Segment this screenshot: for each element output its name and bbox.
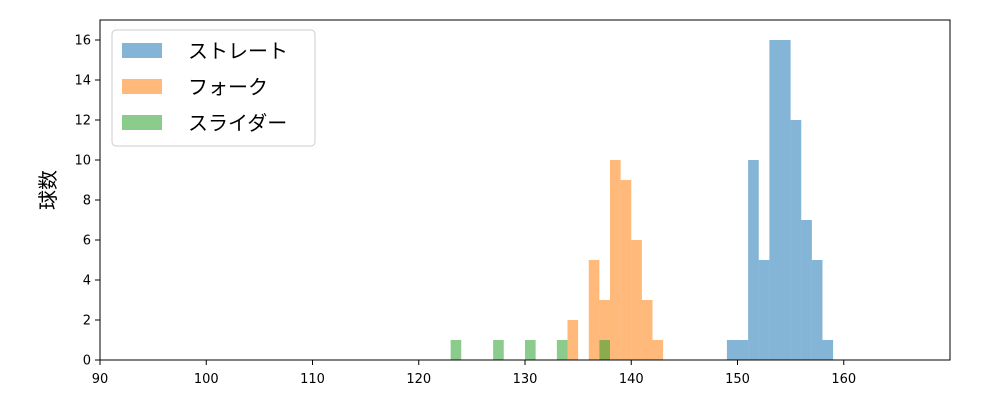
legend-swatch-1 — [122, 43, 162, 58]
y-tick-label: 0 — [83, 354, 91, 369]
y-tick-label: 6 — [83, 234, 91, 249]
x-axis: 90 100 110 120 130 140 150 160 — [92, 360, 856, 387]
x-tick-label: 90 — [92, 372, 109, 387]
x-tick-label: 110 — [300, 372, 325, 387]
y-tick-label: 2 — [83, 314, 91, 329]
y-tick-label: 10 — [74, 154, 91, 169]
bar-1-9 — [811, 260, 823, 360]
y-tick-label: 4 — [83, 274, 91, 289]
x-tick-label: 130 — [513, 372, 538, 387]
legend-label-2: フォーク — [188, 75, 268, 99]
y-tick-label: 14 — [74, 74, 91, 89]
x-tick-label: 160 — [831, 372, 856, 387]
bar-2-1 — [567, 320, 579, 360]
bar-1-1 — [726, 340, 738, 360]
bar-1-4 — [758, 260, 770, 360]
bar-3-1 — [450, 340, 462, 360]
bar-2-6 — [631, 240, 642, 360]
legend-label-1: ストレート — [188, 39, 288, 63]
x-tick-label: 100 — [194, 372, 219, 387]
y-axis: 0 2 4 6 8 10 12 14 16 — [74, 34, 100, 369]
x-tick-label: 140 — [619, 372, 644, 387]
legend-label-3: スライダー — [188, 111, 287, 135]
bar-1-3 — [748, 160, 759, 360]
bar-2-8 — [652, 340, 664, 360]
bar-2-5 — [620, 180, 632, 360]
histogram-bars — [450, 40, 834, 360]
bar-1-5 — [769, 40, 780, 360]
bar-1-10 — [822, 340, 834, 360]
x-tick-label: 120 — [406, 372, 431, 387]
legend-swatch-2 — [122, 79, 162, 94]
bar-1-7 — [790, 120, 802, 360]
bar-3-5 — [599, 340, 610, 360]
bar-3-4 — [556, 340, 568, 360]
bar-2-2 — [588, 260, 600, 360]
y-tick-label: 12 — [74, 114, 91, 129]
bar-2-7 — [641, 300, 653, 360]
y-tick-label: 16 — [74, 34, 91, 49]
bar-1-8 — [801, 220, 812, 360]
bar-2-3 — [599, 300, 610, 360]
bar-2-4 — [610, 160, 621, 360]
y-tick-label: 8 — [83, 194, 91, 209]
bar-1-2 — [737, 340, 749, 360]
legend-swatch-3 — [122, 115, 162, 130]
legend-box — [111, 29, 316, 147]
bar-1-6 — [780, 40, 791, 360]
bar-3-2 — [493, 340, 504, 360]
x-tick-label: 150 — [725, 372, 750, 387]
bar-3-3 — [525, 340, 536, 360]
y-axis-label: 球数 — [36, 170, 60, 210]
